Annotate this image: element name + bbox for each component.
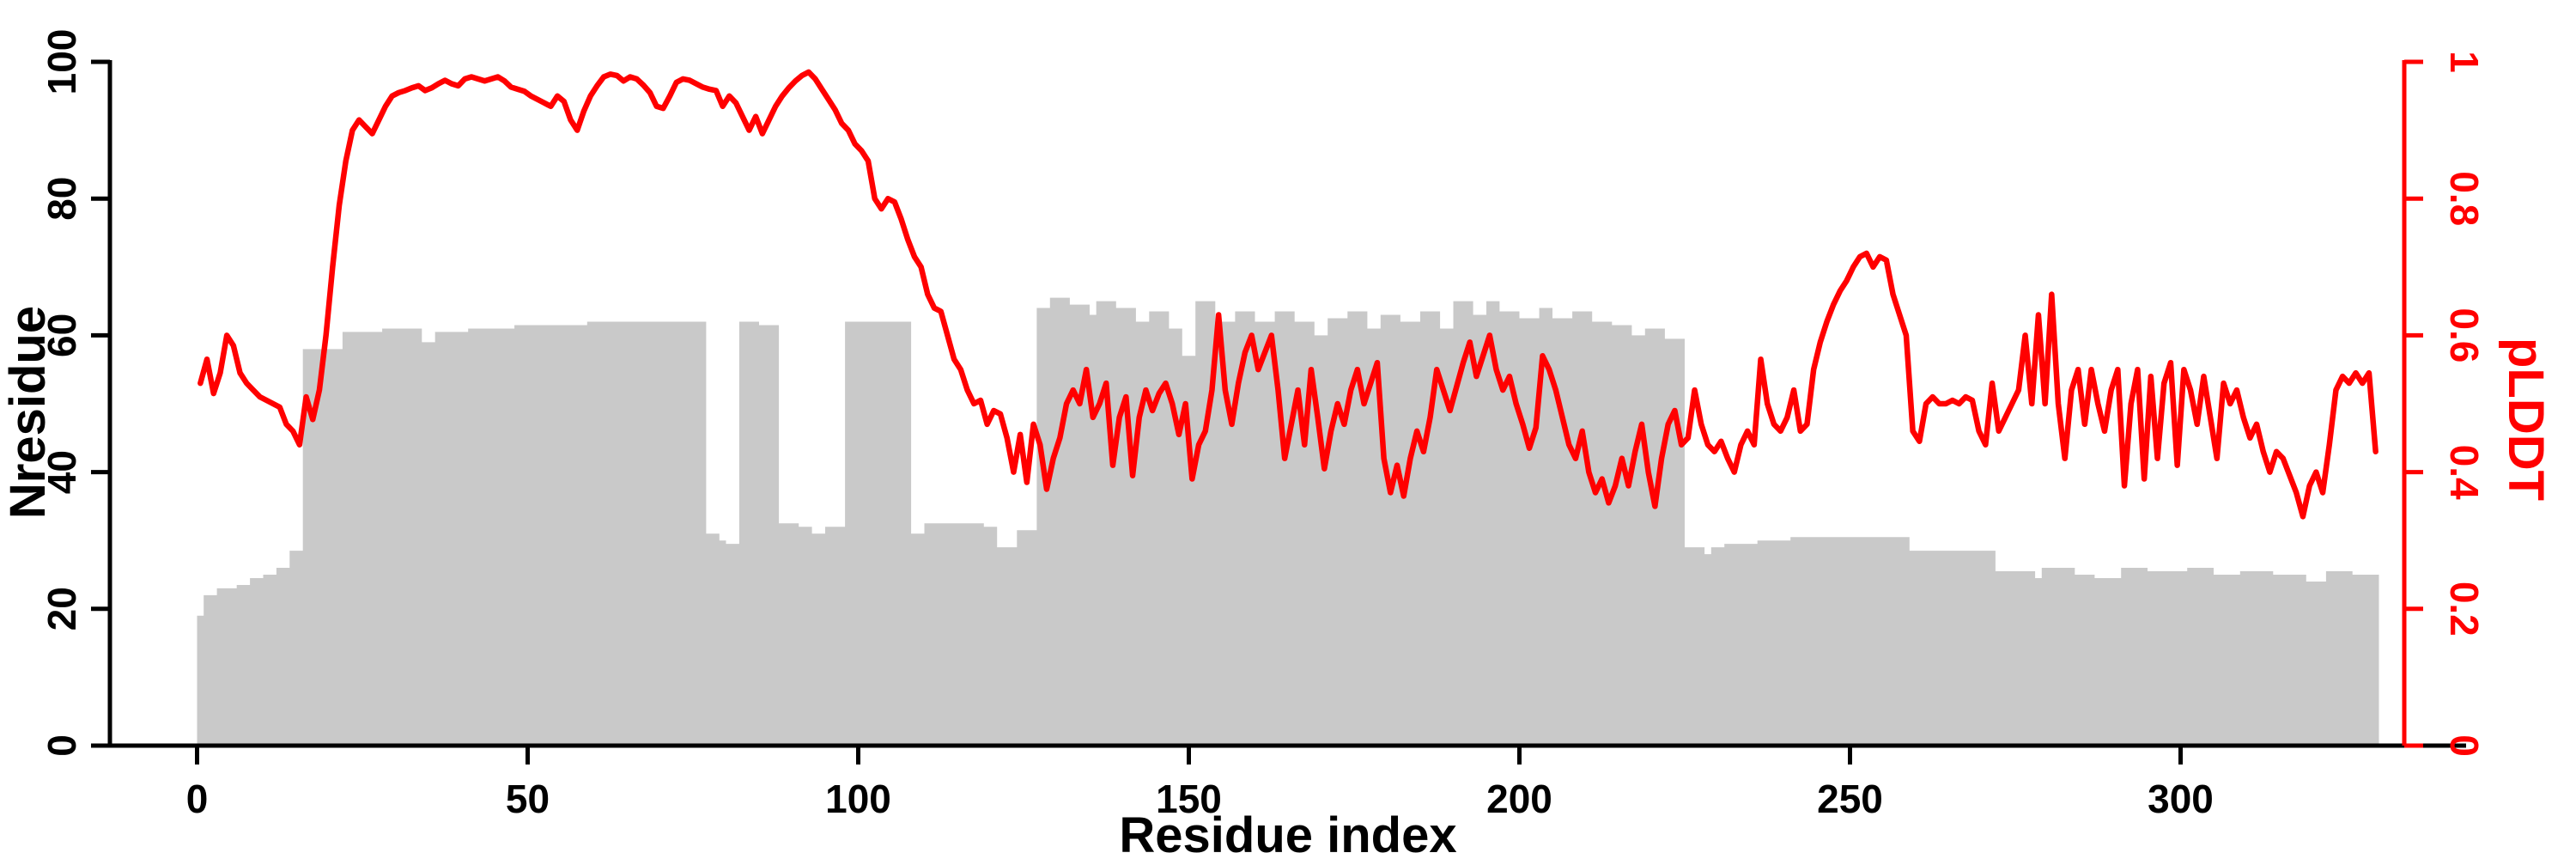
y-axis-left-title: Nresidue <box>0 306 56 519</box>
y-left-tick-label: 60 <box>39 314 84 357</box>
nresidue-bars-series <box>197 297 2379 746</box>
y-right-tick-label: 0.6 <box>2442 308 2487 362</box>
x-axis: 0 50 100 150 200 250 300 Residue index <box>108 743 2466 859</box>
x-tick-label: 50 <box>506 777 550 821</box>
plddt-line-series <box>197 69 2379 520</box>
y-right-tick-label: 0 <box>2442 734 2487 757</box>
y-left-tick-label: 20 <box>39 587 84 631</box>
nresidue-bars-path <box>197 297 2379 746</box>
y-right-tick-label: 0.4 <box>2442 445 2487 500</box>
y-left-tick-label: 40 <box>39 450 84 494</box>
x-tick-label: 0 <box>186 777 209 821</box>
x-axis-title: Residue index <box>1119 807 1456 859</box>
y-right-tick-label: 0.2 <box>2442 582 2487 637</box>
x-tick-label: 150 <box>1156 777 1222 821</box>
y-left-tick-label: 0 <box>39 734 84 757</box>
y-right-tick-label: 0.8 <box>2442 171 2487 226</box>
x-tick-label: 250 <box>1817 777 1883 821</box>
y-left-tick-label: 100 <box>39 29 84 95</box>
y-left-tick-label: 80 <box>39 177 84 221</box>
x-tick-label: 100 <box>825 777 891 821</box>
x-tick-label: 200 <box>1486 777 1552 821</box>
x-tick-label: 300 <box>2148 777 2214 821</box>
y-axis-right-title: pLDDT <box>2498 338 2554 501</box>
y-axis-right: 0 0.2 0.4 0.6 0.8 1 pLDDT <box>2402 51 2554 757</box>
y-right-tick-label: 1 <box>2442 51 2487 73</box>
plddt-line-path <box>197 69 2379 520</box>
y-axis-left: 0 20 40 60 80 100 Nresidue <box>0 29 112 757</box>
